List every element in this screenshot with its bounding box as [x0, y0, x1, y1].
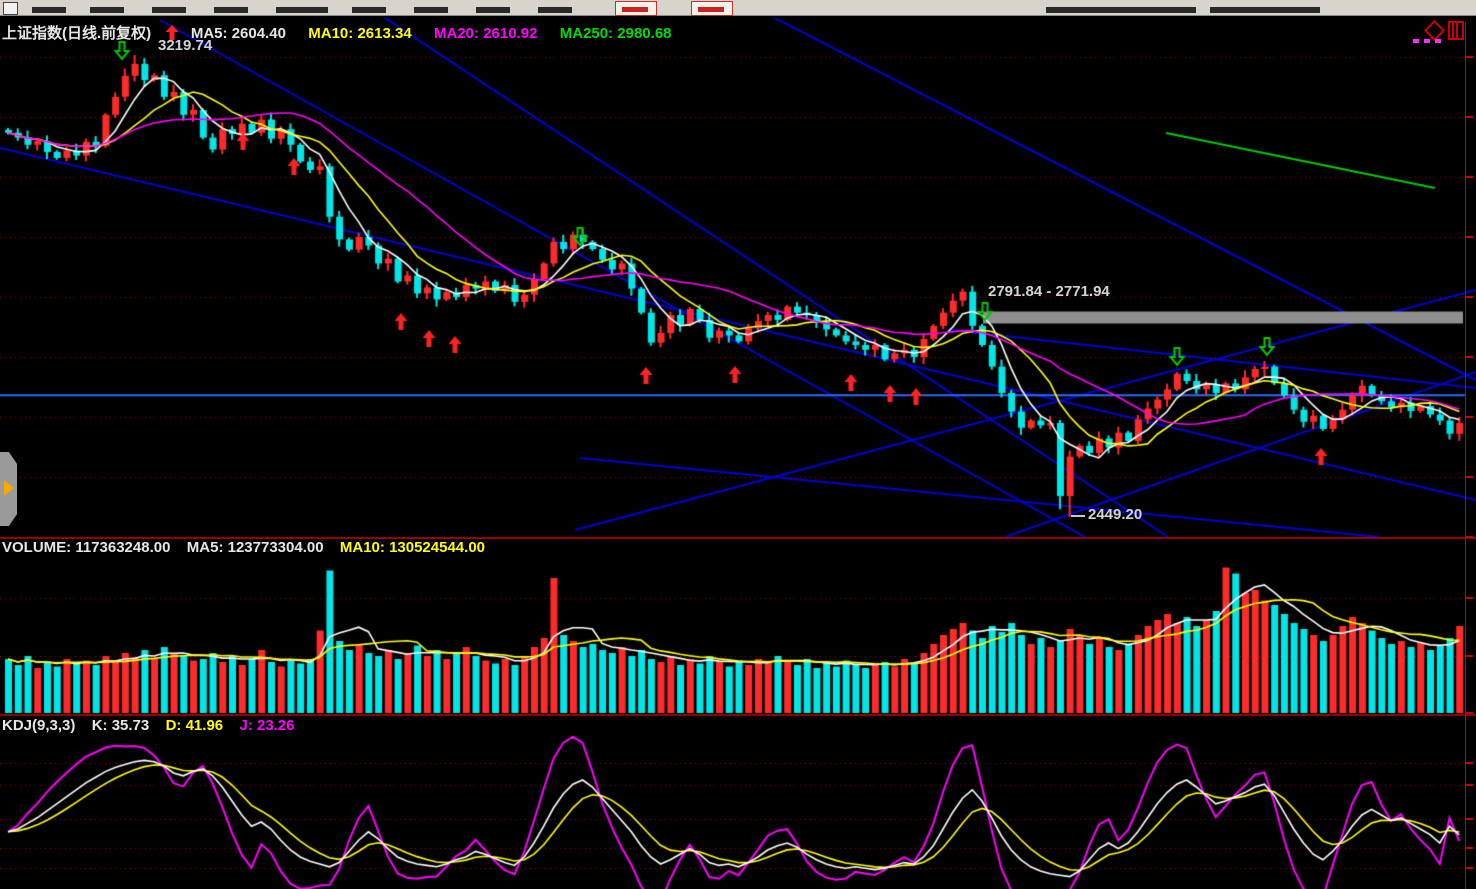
axis-tick	[1465, 597, 1473, 599]
expand-right-icon	[4, 480, 14, 496]
menu-item-stub[interactable]	[476, 7, 510, 13]
axis-tick	[1465, 867, 1473, 869]
axis-tick	[1465, 56, 1473, 58]
low-price-label: 2449.20	[1088, 506, 1143, 523]
axis-tick	[1465, 655, 1473, 657]
gap-range-label: 2791.84 - 2771.94	[988, 283, 1110, 300]
magenta-dot-icon	[1413, 39, 1419, 43]
buy-button[interactable]	[615, 1, 657, 16]
magenta-dot-icon	[1435, 39, 1441, 43]
kdj-chart-canvas[interactable]	[0, 736, 1476, 889]
menu-item-stub[interactable]	[414, 7, 448, 13]
app-icon[interactable]	[3, 2, 18, 15]
axis-tick	[1465, 762, 1473, 764]
magenta-dot-icon	[1424, 39, 1430, 43]
menu-item-stub[interactable]	[90, 7, 124, 13]
peak-price-label: 3219.74	[158, 37, 213, 54]
menu-item-stub[interactable]	[1046, 7, 1196, 13]
axis-tick	[1465, 712, 1473, 714]
volume-chart-canvas[interactable]	[0, 558, 1476, 714]
axis-tick	[1465, 818, 1473, 820]
axis-tick	[1465, 416, 1473, 418]
kdj-j-value: J: 23.26	[239, 717, 295, 734]
kdj-k-value: K: 35.73	[91, 717, 150, 734]
kdj-name: KDJ(9,3,3)	[2, 717, 76, 734]
menu-item-stub[interactable]	[352, 7, 386, 13]
panel-divider[interactable]	[0, 714, 1476, 716]
kdj-header: KDJ(9,3,3) K: 35.73 D: 41.96 J: 23.26	[2, 717, 295, 734]
axis-tick	[1465, 784, 1473, 786]
ma5-value: MA5: 2604.40	[190, 25, 286, 42]
instrument-title: 上证指数(日线.前复权)	[2, 25, 152, 42]
right-axis-line	[1465, 22, 1466, 889]
kdj-d-value: D: 41.96	[165, 717, 224, 734]
menu-item-stub[interactable]	[538, 7, 572, 13]
axis-tick	[1465, 356, 1473, 358]
axis-tick	[1465, 536, 1473, 538]
ma10-value: MA10: 2613.34	[308, 25, 412, 42]
axis-tick	[1465, 847, 1473, 849]
menu-item-stub[interactable]	[152, 7, 186, 13]
axis-tick	[1465, 116, 1473, 118]
menu-item-stub[interactable]	[276, 7, 328, 13]
axis-tick	[1465, 296, 1473, 298]
axis-tick	[1465, 176, 1473, 178]
low-pointer-line	[1071, 515, 1085, 517]
volume-value: VOLUME: 117363248.00	[2, 539, 171, 556]
volume-ma5-value: MA5: 123773304.00	[186, 539, 324, 556]
window-layout-icon[interactable]	[1448, 21, 1464, 40]
menu-item-stub[interactable]	[1210, 7, 1320, 13]
menu-item-stub[interactable]	[32, 7, 66, 13]
menu-item-stub[interactable]	[214, 7, 248, 13]
menubar	[0, 0, 1476, 16]
main-chart-canvas[interactable]	[0, 18, 1476, 537]
axis-tick	[1465, 476, 1473, 478]
axis-tick	[1465, 236, 1473, 238]
volume-ma10-value: MA10: 130524544.00	[339, 539, 485, 556]
ma250-value: MA250: 2980.68	[559, 25, 672, 42]
ma20-value: MA20: 2610.92	[434, 25, 538, 42]
panel-divider[interactable]	[0, 537, 1476, 539]
volume-header: VOLUME: 117363248.00 MA5: 123773304.00 M…	[2, 539, 485, 556]
sidebar-expand-tab[interactable]	[0, 452, 17, 526]
main-chart-header: 上证指数(日线.前复权) MA5: 2604.40 MA10: 2613.34 …	[2, 22, 672, 43]
sell-button[interactable]	[691, 1, 733, 16]
